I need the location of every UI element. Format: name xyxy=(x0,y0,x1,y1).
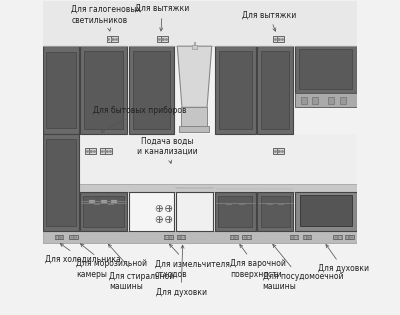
Bar xyxy=(345,235,350,239)
Bar xyxy=(69,235,74,239)
Bar xyxy=(295,46,357,93)
Bar xyxy=(340,97,346,104)
Bar xyxy=(55,235,60,239)
Bar xyxy=(157,37,164,42)
Bar xyxy=(260,196,290,227)
Bar xyxy=(164,235,169,239)
Bar xyxy=(180,125,209,132)
Bar xyxy=(257,46,293,134)
Bar xyxy=(100,148,107,154)
Bar xyxy=(101,200,108,203)
Text: Для духовки: Для духовки xyxy=(318,244,369,273)
Bar xyxy=(176,192,213,231)
Text: Для стиральной
машины: Для стиральной машины xyxy=(108,244,174,291)
Bar xyxy=(293,235,298,239)
Text: Для измельчителя
отходов: Для измельчителя отходов xyxy=(154,244,230,278)
Bar xyxy=(43,1,357,46)
Bar xyxy=(162,37,168,42)
Bar xyxy=(306,235,312,239)
Bar xyxy=(180,235,185,239)
Bar xyxy=(58,235,64,239)
Bar xyxy=(43,134,79,231)
Bar xyxy=(261,51,289,129)
Bar xyxy=(43,134,357,184)
Bar xyxy=(43,46,79,134)
Bar xyxy=(111,37,118,42)
Bar xyxy=(105,148,112,154)
Bar xyxy=(89,148,96,154)
Text: Для духовки: Для духовки xyxy=(156,245,207,297)
Bar xyxy=(257,192,293,231)
Bar xyxy=(219,51,252,129)
Bar xyxy=(303,235,308,239)
Polygon shape xyxy=(177,46,212,107)
Bar xyxy=(295,93,357,107)
Bar xyxy=(300,195,352,226)
Text: Для галогеновых
светильников: Для галогеновых светильников xyxy=(72,5,141,31)
Bar xyxy=(192,45,197,49)
Bar xyxy=(233,235,238,239)
Text: Для морозильной
камеры: Для морозильной камеры xyxy=(76,244,147,278)
Bar xyxy=(328,97,334,104)
Bar xyxy=(80,192,127,231)
Bar xyxy=(80,46,127,134)
Bar xyxy=(43,231,357,243)
Bar xyxy=(181,107,207,126)
Text: Для варочной
поверхности: Для варочной поверхности xyxy=(230,244,286,278)
Bar xyxy=(246,235,251,239)
Bar xyxy=(129,192,174,231)
Bar xyxy=(89,200,95,203)
Bar xyxy=(299,49,352,89)
Bar xyxy=(215,46,256,134)
Bar xyxy=(348,235,354,239)
Bar xyxy=(301,97,307,104)
Bar xyxy=(230,235,235,239)
Bar xyxy=(273,148,280,154)
Bar xyxy=(218,196,252,227)
Bar xyxy=(132,51,170,129)
Bar xyxy=(46,139,76,226)
Bar xyxy=(168,235,172,239)
Bar xyxy=(129,46,174,134)
Bar xyxy=(43,184,357,192)
Bar xyxy=(83,196,124,227)
Bar xyxy=(290,235,294,239)
Text: Для посудомоечной
машины: Для посудомоечной машины xyxy=(263,244,343,291)
Bar xyxy=(334,235,338,239)
Text: Для холодильника: Для холодильника xyxy=(45,243,120,264)
Text: Для вытяжки: Для вытяжки xyxy=(135,4,190,31)
Bar xyxy=(106,37,114,42)
Bar xyxy=(278,148,284,154)
Bar xyxy=(73,235,78,239)
Bar xyxy=(337,235,342,239)
Bar xyxy=(273,37,280,42)
Bar xyxy=(111,200,117,203)
Bar xyxy=(84,51,123,129)
Text: Для вытяжки: Для вытяжки xyxy=(242,10,296,31)
Bar xyxy=(84,148,92,154)
Bar xyxy=(215,192,256,231)
Bar xyxy=(312,97,318,104)
Text: Подача воды
и канализации: Подача воды и канализации xyxy=(137,137,197,163)
Bar xyxy=(295,192,357,231)
Bar xyxy=(46,52,76,128)
Bar xyxy=(177,235,182,239)
Bar xyxy=(278,37,284,42)
Text: Для бытовых приборов: Для бытовых приборов xyxy=(93,106,187,132)
Bar xyxy=(242,235,248,239)
